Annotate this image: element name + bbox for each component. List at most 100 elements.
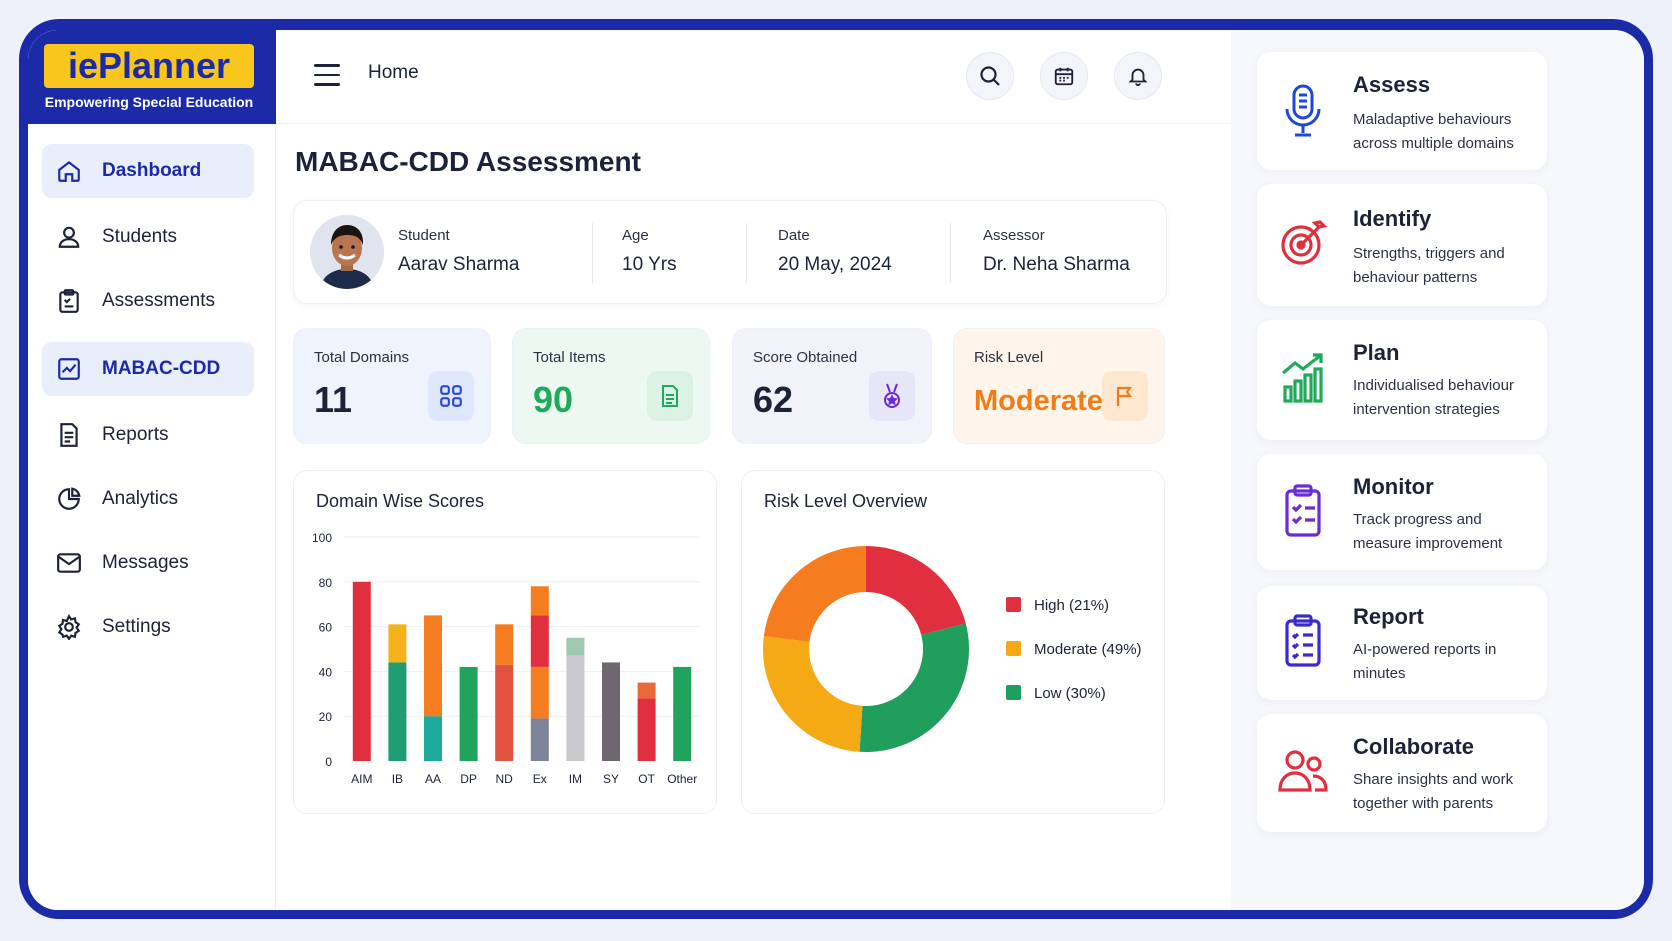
- bar-ib[interactable]: [388, 624, 407, 663]
- student-info-card: Student Aarav Sharma Age 10 Yrs Date 20 …: [293, 200, 1167, 304]
- bar-ex[interactable]: [530, 718, 549, 761]
- user-icon: [54, 222, 84, 252]
- flag-icon: [1102, 371, 1148, 421]
- search-button[interactable]: [966, 52, 1014, 100]
- legend-label: Low (30%): [1034, 685, 1106, 702]
- sidebar-item-label: Dashboard: [102, 160, 202, 181]
- divider: [746, 223, 747, 283]
- bar-ex[interactable]: [530, 666, 549, 719]
- x-tick-label: SY: [603, 772, 619, 786]
- sidebar-item-assessments[interactable]: Assessments: [42, 274, 254, 328]
- donut-chart: High (21%) Moderate (49%) Low (30%): [763, 546, 1142, 752]
- sidebar-item-students[interactable]: Students: [42, 210, 254, 264]
- page-title: MABAC-CDD Assessment: [295, 146, 641, 177]
- calendar-icon: [1054, 67, 1074, 86]
- x-tick-label: OT: [638, 772, 655, 786]
- stat-card-risk-level[interactable]: Risk Level Moderate: [953, 328, 1165, 444]
- pie-icon: [54, 484, 84, 514]
- feature-card-monitor[interactable]: Monitor Track progress and measure impro…: [1257, 454, 1547, 570]
- feature-card-collaborate[interactable]: Collaborate Share insights and work toge…: [1257, 714, 1547, 832]
- bar-aa[interactable]: [424, 615, 442, 717]
- sidebar-item-label: Students: [102, 226, 177, 247]
- bar-other[interactable]: [673, 666, 692, 761]
- stat-card-total-items[interactable]: Total Items 90: [512, 328, 710, 444]
- stat-value: 11: [314, 379, 353, 420]
- target-icon: [1277, 214, 1329, 272]
- bar-ex[interactable]: [530, 615, 549, 667]
- donut-slice[interactable]: [763, 546, 866, 642]
- medal-icon: [869, 371, 915, 421]
- logo[interactable]: iePlanner Empowering Special Education: [28, 30, 276, 124]
- legend-label: Moderate (49%): [1034, 641, 1142, 658]
- feature-card-report[interactable]: Report AI-powered reports in minutes: [1257, 586, 1547, 700]
- sidebar-item-analytics[interactable]: Analytics: [42, 472, 254, 526]
- age-value: 10 Yrs: [622, 254, 677, 275]
- x-tick-label: Ex: [533, 772, 547, 786]
- student-field: Student Aarav Sharma: [398, 227, 520, 275]
- calendar-button[interactable]: [1040, 52, 1088, 100]
- gear-icon: [54, 612, 84, 642]
- donut-slice[interactable]: [866, 546, 966, 635]
- sidebar-item-label: MABAC-CDD: [102, 358, 221, 379]
- stat-value: 62: [753, 379, 794, 420]
- stat-card-total-domains[interactable]: Total Domains 11: [293, 328, 491, 444]
- bar-ot[interactable]: [637, 682, 656, 699]
- chart-box-icon: [54, 354, 84, 384]
- assessor-field: Assessor Dr. Neha Sharma: [983, 227, 1130, 275]
- bar-ib[interactable]: [388, 662, 407, 761]
- document-icon: [54, 420, 84, 450]
- sidebar-item-label: Assessments: [102, 290, 215, 311]
- sidebar-item-label: Reports: [102, 424, 169, 445]
- y-tick-label: 40: [319, 665, 333, 679]
- donut-chart-title: Risk Level Overview: [764, 491, 928, 511]
- sidebar-item-messages[interactable]: Messages: [42, 536, 254, 590]
- bar-im[interactable]: [566, 655, 585, 761]
- sidebar-item-settings[interactable]: Settings: [42, 600, 254, 654]
- legend-swatch: [1006, 641, 1021, 656]
- x-tick-label: Other: [667, 772, 697, 786]
- bar-nd[interactable]: [495, 664, 514, 761]
- hamburger-menu-icon[interactable]: [314, 64, 340, 86]
- notification-button[interactable]: [1114, 52, 1162, 100]
- legend-label: High (21%): [1034, 597, 1109, 614]
- x-tick-label: ND: [496, 772, 514, 786]
- home-icon: [54, 156, 84, 186]
- sidebar-item-label: Analytics: [102, 488, 179, 509]
- donut-slice[interactable]: [859, 623, 969, 752]
- sidebar-item-dashboard[interactable]: Dashboard: [42, 144, 254, 198]
- date-field: Date 20 May, 2024: [778, 227, 892, 275]
- avatar: [310, 215, 384, 289]
- bell-icon: [1128, 68, 1148, 87]
- donut-slice[interactable]: [763, 636, 863, 752]
- date-value: 20 May, 2024: [778, 254, 892, 275]
- sidebar-item-label: Messages: [102, 552, 189, 573]
- feature-card-identify[interactable]: Identify Strengths, triggers and behavio…: [1257, 184, 1547, 306]
- bar-chart-title: Domain Wise Scores: [316, 491, 485, 511]
- bar-dp[interactable]: [459, 666, 478, 761]
- checklist-icon: [1277, 482, 1329, 540]
- divider: [950, 223, 951, 283]
- people-icon: [1277, 742, 1329, 800]
- sidebar-item-mabac-cdd[interactable]: MABAC-CDD: [42, 342, 254, 396]
- bar-aim[interactable]: [352, 581, 371, 761]
- y-tick-label: 20: [319, 710, 333, 724]
- stat-card-score[interactable]: Score Obtained 62: [732, 328, 932, 444]
- age-field: Age 10 Yrs: [622, 227, 677, 275]
- feature-card-assess[interactable]: Assess Maladaptive behaviours across mul…: [1257, 52, 1547, 170]
- bar-chart: 0 20 40 60 80 100 AIM IB AA DP ND Ex IM SY OT Other: [312, 531, 700, 786]
- feature-card-plan[interactable]: Plan Individualised behaviour interventi…: [1257, 320, 1547, 440]
- bar-nd[interactable]: [495, 624, 514, 665]
- topbar: Home: [276, 30, 1231, 124]
- breadcrumb[interactable]: Home: [368, 62, 419, 83]
- x-tick-label: AA: [425, 772, 441, 786]
- sidebar-item-reports[interactable]: Reports: [42, 408, 254, 462]
- y-tick-label: 60: [319, 621, 333, 635]
- bar-im[interactable]: [566, 637, 585, 656]
- report-icon: [1277, 612, 1329, 670]
- bar-ex[interactable]: [530, 586, 549, 616]
- assessor-name: Dr. Neha Sharma: [983, 254, 1130, 275]
- bar-chart-panel: Domain Wise Scores 0 20 40 60 80 100 AIM IB AA DP…: [293, 470, 717, 814]
- bar-aa[interactable]: [424, 716, 442, 761]
- bar-ot[interactable]: [637, 698, 656, 761]
- bar-sy[interactable]: [602, 662, 620, 761]
